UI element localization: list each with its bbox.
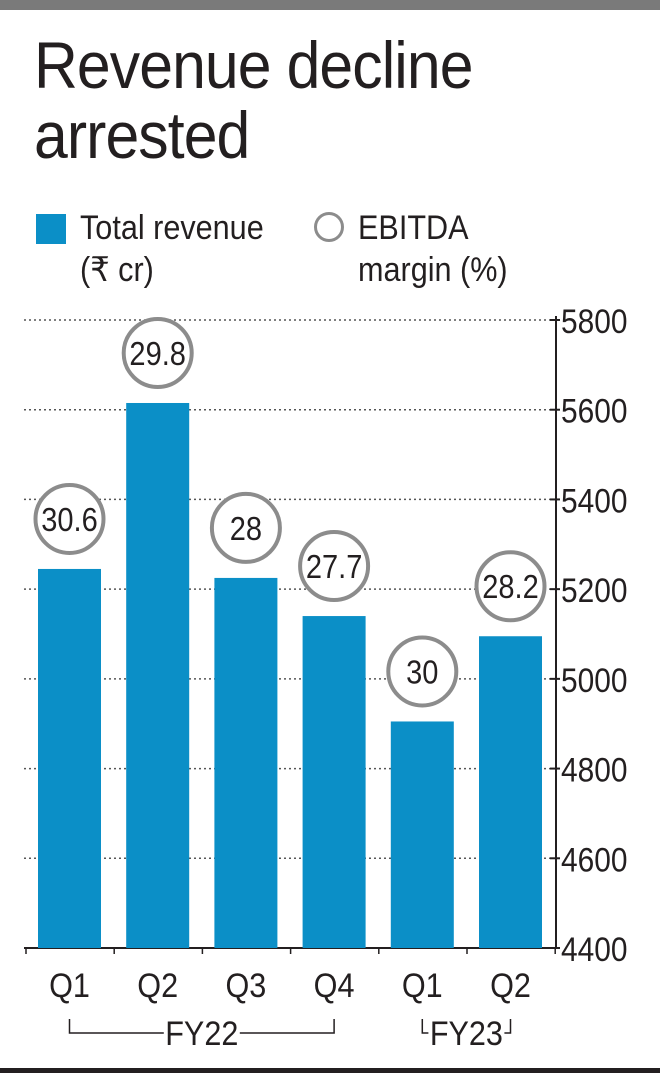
margin-ring [121, 316, 194, 389]
group-label: FY23 [430, 1015, 503, 1053]
group-bracket [421, 1019, 512, 1034]
category-label: Q2 [137, 967, 178, 1005]
margin-label: 28 [230, 510, 262, 547]
y-tick-label: 5600 [561, 392, 628, 430]
revenue-bar [390, 721, 454, 948]
legend-label-revenue: Total revenue [80, 209, 264, 247]
revenue-bar [126, 402, 190, 948]
group-label: FY22 [165, 1015, 238, 1053]
y-tick-label: 5000 [561, 661, 628, 699]
top-rule [0, 0, 660, 10]
revenue-bar [302, 616, 366, 948]
margin-label: 28.2 [482, 569, 539, 606]
margin-ring [209, 491, 282, 564]
margin-ring [298, 530, 371, 603]
margin-label: 29.8 [129, 335, 186, 372]
revenue-bar [214, 577, 278, 948]
y-tick-label: 5800 [561, 302, 628, 340]
chart-title: Revenue decline arrested [34, 28, 473, 172]
legend-swatch-revenue [36, 214, 66, 244]
bottom-rule [0, 1068, 660, 1073]
margin-label: 30 [406, 654, 438, 691]
category-label: Q4 [314, 967, 355, 1005]
y-tick-label: 4400 [561, 930, 628, 968]
margin-label: 30.6 [41, 501, 98, 538]
margin-ring [386, 635, 459, 708]
revenue-bar [38, 568, 101, 948]
revenue-bar [479, 636, 542, 948]
y-tick-label: 5200 [561, 571, 628, 609]
category-label: Q3 [225, 967, 266, 1005]
margin-ring [474, 550, 547, 623]
legend-ring-margin [314, 212, 344, 242]
legend-label-revenue-unit: (₹ cr) [80, 251, 154, 289]
group-bracket [68, 1019, 335, 1034]
y-tick-label: 4600 [561, 840, 628, 878]
y-tick-label: 4800 [561, 751, 628, 789]
category-label: Q1 [49, 967, 90, 1005]
category-label: Q1 [402, 967, 443, 1005]
y-tick-label: 5400 [561, 482, 628, 520]
category-label: Q2 [490, 967, 531, 1005]
legend: Total revenue (₹ cr) EBITDA margin (%) [0, 208, 660, 298]
margin-label: 27.7 [306, 548, 363, 585]
margin-ring [33, 482, 106, 555]
legend-label-margin-unit: margin (%) [358, 251, 508, 289]
legend-label-margin: EBITDA [358, 209, 469, 247]
